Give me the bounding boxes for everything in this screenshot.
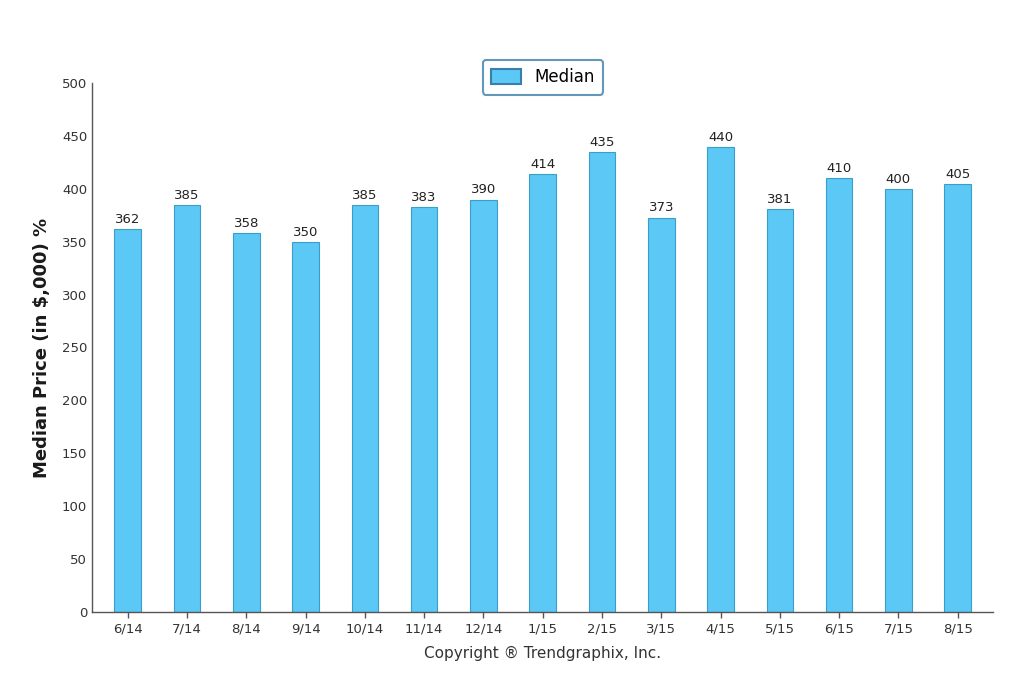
Bar: [885, 189, 911, 612]
Bar: [232, 234, 260, 612]
Bar: [174, 205, 201, 612]
Bar: [292, 242, 318, 612]
Text: 390: 390: [471, 183, 496, 197]
Text: 373: 373: [648, 202, 674, 214]
Text: 435: 435: [590, 136, 614, 149]
Text: 405: 405: [945, 167, 971, 181]
Bar: [351, 205, 378, 612]
Text: 410: 410: [826, 163, 852, 175]
Legend: Median: Median: [482, 60, 603, 95]
Text: 358: 358: [233, 218, 259, 230]
Text: 414: 414: [530, 158, 555, 171]
Text: 440: 440: [708, 131, 733, 144]
Bar: [944, 183, 971, 612]
Text: 385: 385: [352, 189, 378, 202]
Bar: [708, 147, 734, 612]
Bar: [411, 207, 437, 612]
Text: 383: 383: [412, 191, 437, 204]
Bar: [589, 152, 615, 612]
Bar: [115, 229, 141, 612]
Text: 385: 385: [174, 189, 200, 202]
Y-axis label: Median Price (in $,000) %: Median Price (in $,000) %: [33, 218, 51, 477]
Text: 400: 400: [886, 173, 911, 186]
X-axis label: Copyright ® Trendgraphix, Inc.: Copyright ® Trendgraphix, Inc.: [424, 646, 662, 661]
Bar: [825, 179, 852, 612]
Bar: [470, 199, 497, 612]
Bar: [529, 174, 556, 612]
Text: 350: 350: [293, 226, 318, 238]
Bar: [767, 209, 794, 612]
Bar: [648, 218, 675, 612]
Text: 381: 381: [767, 193, 793, 206]
Text: 362: 362: [115, 213, 140, 226]
